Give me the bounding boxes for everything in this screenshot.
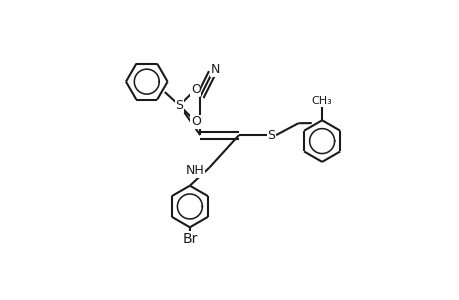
Text: S: S	[267, 129, 275, 142]
Text: O: O	[190, 82, 200, 96]
Text: O: O	[190, 115, 200, 128]
Text: Br: Br	[182, 232, 197, 246]
Text: N: N	[210, 63, 219, 76]
Text: CH₃: CH₃	[311, 96, 332, 106]
Text: NH: NH	[185, 164, 204, 177]
Text: S: S	[175, 99, 183, 112]
